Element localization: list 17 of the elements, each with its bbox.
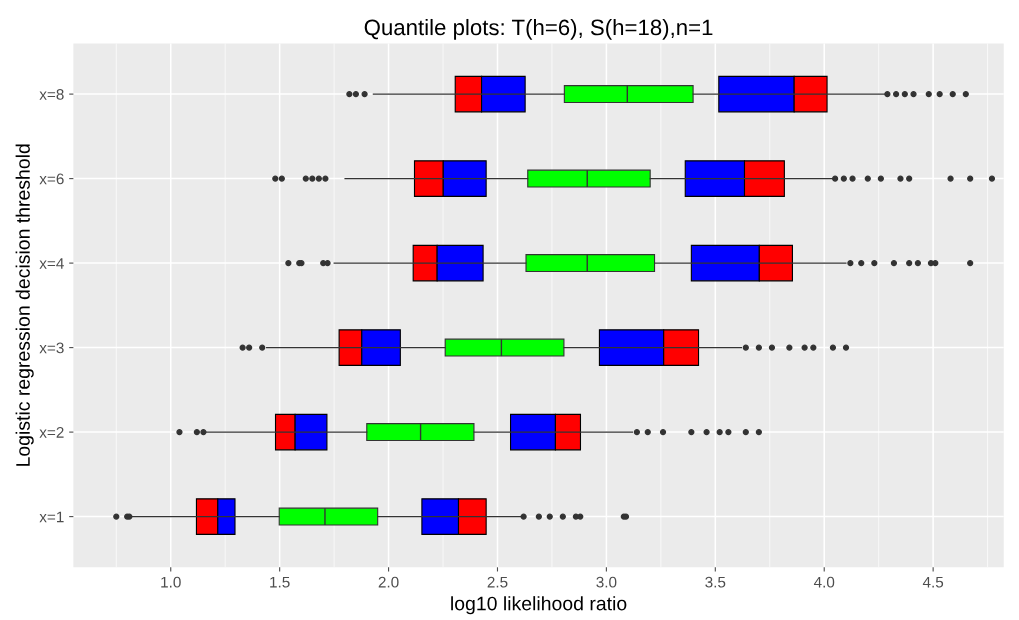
y-tick-label: x=3 bbox=[39, 342, 64, 354]
x-tick-label: 1.0 bbox=[161, 576, 181, 588]
x-tick-label: 4.0 bbox=[813, 576, 835, 588]
x-tick-label: 3.0 bbox=[596, 576, 617, 588]
chart-title: Quantile plots: T(h=6), S(h=18),n=1 bbox=[364, 18, 713, 40]
x-tick-label: 3.5 bbox=[705, 576, 726, 588]
y-tick-label: x=1 bbox=[39, 511, 64, 523]
y-tick-label: x=8 bbox=[39, 88, 64, 100]
y-axis-title: Logistic regression decision threshold bbox=[15, 144, 34, 466]
x-tick-label: 2.5 bbox=[487, 576, 508, 588]
x-tick-label: 1.5 bbox=[270, 576, 290, 588]
y-tick-label: x=6 bbox=[39, 173, 64, 185]
x-tick-label: 2.0 bbox=[378, 576, 399, 588]
x-axis-title: log10 likelihood ratio bbox=[451, 596, 627, 615]
y-tick-label: x=4 bbox=[39, 258, 64, 269]
y-tick-label: x=2 bbox=[39, 426, 64, 438]
x-tick-label: 4.5 bbox=[922, 576, 944, 588]
